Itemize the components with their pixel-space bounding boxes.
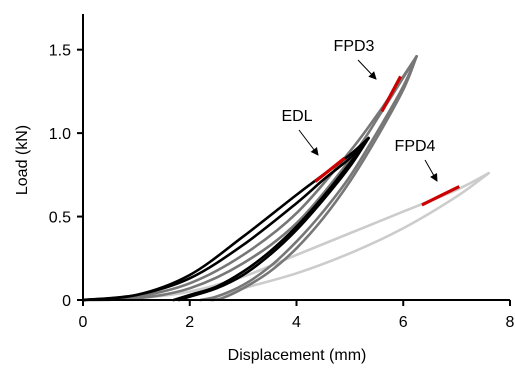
series-edl-loop-1-unloading-line [172,136,370,302]
y-tick-label: 0.5 [49,210,71,227]
series-edl-loop-1-loading-line [81,136,370,302]
annotation-fpd4: FPD4 [395,138,436,155]
x-axis-ticks: 0 2 4 6 8 [79,300,515,331]
x-tick-label: 6 [399,314,408,331]
x-tick-label: 4 [292,314,301,331]
annotations: FPD3 EDL FPD4 [281,38,438,182]
series-fpd3-loop-1-unloading-line [199,55,418,302]
series-edl-loop-2-loading-line [81,136,370,302]
series-fpd3-loop-2-loading-line [81,55,418,302]
x-tick-label: 2 [185,314,194,331]
series-fpd3-loop-2-unloading-line [209,55,418,302]
y-axis-title: Load (kN) [14,125,31,195]
series-fpd3-highlight-segment [380,75,402,113]
series-fpd4-highlight-segment [421,185,460,207]
series-layer [81,55,490,302]
x-tick-label: 0 [79,314,88,331]
annotation-edl: EDL [281,108,312,125]
axes [82,14,510,301]
annotation-fpd3-arrow [357,59,377,80]
y-tick-label: 1.0 [49,126,71,143]
annotation-fpd3: FPD3 [334,38,375,55]
series-fpd3-loop-1-loading-line [81,55,418,302]
series-edl-highlight-segment [314,156,346,183]
y-tick-label: 1.5 [49,43,71,60]
annotation-edl-arrow [298,129,319,156]
y-tick-label: 0 [62,293,71,310]
y-axis-ticks: 0 0.5 1.0 1.5 [49,43,83,310]
annotation-fpd4-arrow [424,159,438,182]
x-tick-label: 8 [506,314,515,331]
highlight-layer [314,75,460,207]
x-axis-title: Displacement (mm) [228,347,367,364]
series-edl-loop-2-unloading-line [177,136,370,302]
